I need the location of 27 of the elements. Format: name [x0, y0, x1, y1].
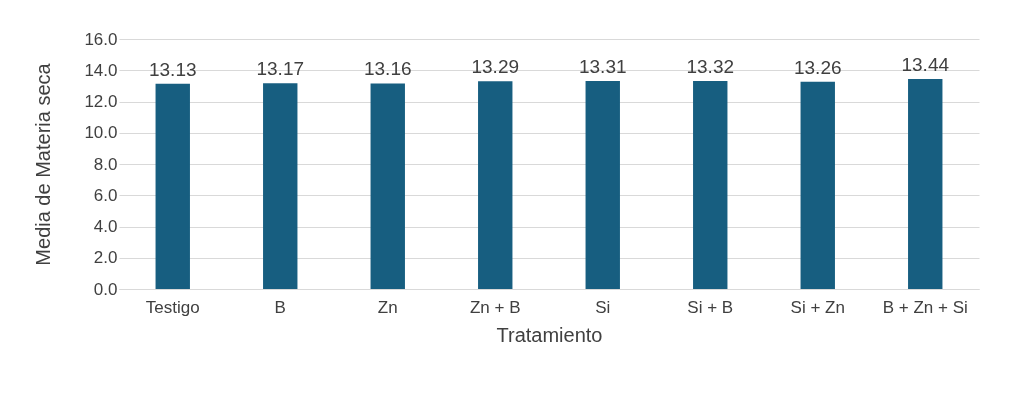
x-tick-label: Testigo [145, 297, 200, 317]
data-label: 13.26 [793, 56, 842, 78]
y-tick-label: 10.0 [84, 123, 118, 143]
data-label: 13.17 [256, 58, 305, 80]
data-label: 13.32 [686, 55, 735, 77]
y-tick-label: 14.0 [84, 60, 118, 80]
x-tick-label: Zn [377, 297, 398, 317]
y-tick-label: 0.0 [93, 279, 118, 299]
y-tick-label: 8.0 [93, 154, 118, 174]
x-tick-label: Si + B [687, 297, 734, 317]
y-tick-label: 6.0 [93, 185, 118, 205]
y-tick-label: 12.0 [84, 92, 118, 111]
data-label: 13.13 [148, 58, 197, 80]
x-tick-label: B [274, 297, 286, 317]
y-tick-label: 4.0 [93, 217, 118, 236]
x-tick-label: Si + Zn [790, 297, 845, 317]
y-axis-title: Media de Materia seca [32, 62, 55, 266]
data-label: 13.29 [471, 56, 520, 78]
x-tick-label: Si [595, 297, 611, 317]
x-axis-title: Tratamiento [496, 323, 603, 346]
x-tick-label: B + Zn + Si [882, 297, 968, 317]
data-label: 13.16 [363, 58, 412, 80]
data-label: 13.31 [578, 56, 627, 78]
y-tick-label: 16.0 [84, 29, 118, 49]
y-tick-label: 2.0 [93, 248, 118, 268]
x-tick-label: Zn + B [469, 297, 521, 317]
data-label: 13.44 [901, 54, 950, 75]
